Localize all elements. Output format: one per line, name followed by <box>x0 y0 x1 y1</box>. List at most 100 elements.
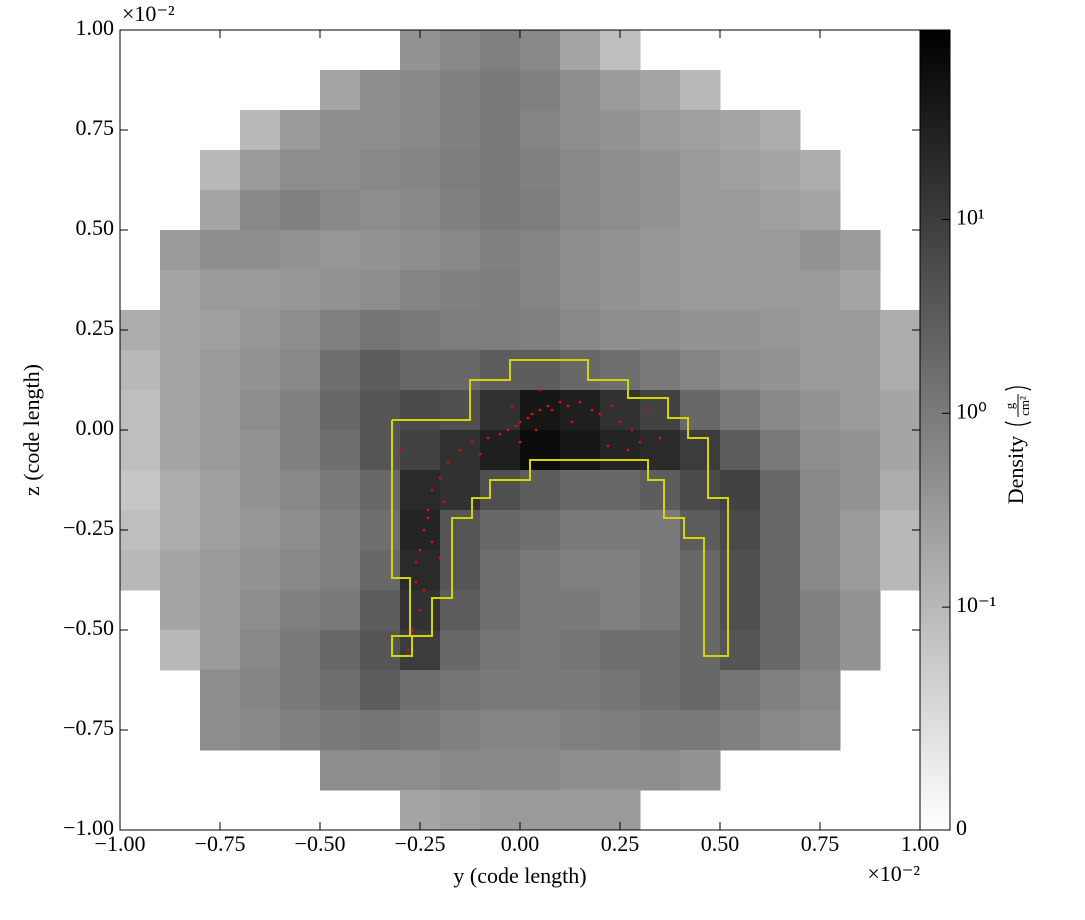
heatmap-cell <box>440 150 481 191</box>
y-axis-label: z (code length) <box>19 364 44 496</box>
heatmap-cell <box>840 590 881 631</box>
heatmap-cell <box>720 110 761 151</box>
particle <box>646 408 650 412</box>
heatmap-cell <box>440 30 481 71</box>
heatmap-cell <box>840 350 881 391</box>
heatmap-cell <box>520 310 561 351</box>
contour <box>391 359 729 657</box>
heatmap-cell <box>240 670 281 711</box>
heatmap-cell <box>680 190 721 231</box>
particle <box>514 424 518 428</box>
x-tick-label: 0.75 <box>801 831 840 856</box>
heatmap-cell <box>640 630 681 671</box>
heatmap-cell <box>200 550 241 591</box>
particle <box>506 428 510 432</box>
heatmap-cell <box>800 310 841 351</box>
heatmap-cell <box>680 270 721 311</box>
heatmap-cell <box>520 350 561 391</box>
particle <box>422 588 426 592</box>
heatmap <box>120 30 921 831</box>
y-tick-label: −0.50 <box>63 615 114 640</box>
heatmap-cell <box>520 710 561 751</box>
heatmap-cell <box>400 390 441 431</box>
heatmap-cell <box>360 750 401 791</box>
heatmap-cell <box>200 590 241 631</box>
particle <box>658 436 662 440</box>
heatmap-cell <box>800 670 841 711</box>
x-tick-label: 0.00 <box>501 831 540 856</box>
heatmap-cell <box>480 550 521 591</box>
particle <box>438 556 442 560</box>
heatmap-cell <box>760 590 801 631</box>
particle <box>558 400 562 404</box>
heatmap-cell <box>360 470 401 511</box>
heatmap-cell <box>200 150 241 191</box>
heatmap-cell <box>240 470 281 511</box>
heatmap-cell <box>160 430 201 471</box>
heatmap-cell <box>800 190 841 231</box>
heatmap-cell <box>320 390 361 431</box>
heatmap-cell <box>240 350 281 391</box>
heatmap-cell <box>680 110 721 151</box>
heatmap-cell <box>400 110 441 151</box>
heatmap-cell <box>560 470 601 511</box>
heatmap-cell <box>440 350 481 391</box>
x-tick-label: −1.00 <box>95 831 146 856</box>
heatmap-cell <box>600 150 641 191</box>
particle <box>630 428 634 432</box>
heatmap-cell <box>400 750 441 791</box>
heatmap-cell <box>280 150 321 191</box>
heatmap-cell <box>400 310 441 351</box>
particle <box>418 608 422 612</box>
y-tick-label: 1.00 <box>76 15 115 40</box>
heatmap-cell <box>600 550 641 591</box>
heatmap-cell <box>840 550 881 591</box>
heatmap-cell <box>640 70 681 111</box>
y-offset-label: ×10⁻² <box>122 1 175 26</box>
heatmap-cell <box>680 70 721 111</box>
heatmap-cell <box>440 230 481 271</box>
heatmap-cell <box>360 550 401 591</box>
particle <box>426 516 430 520</box>
heatmap-cell <box>520 790 561 831</box>
heatmap-cell <box>800 630 841 671</box>
heatmap-cell <box>760 430 801 471</box>
heatmap-cell <box>280 630 321 671</box>
heatmap-cell <box>440 550 481 591</box>
heatmap-cell <box>480 510 521 551</box>
heatmap-cell <box>680 430 721 471</box>
heatmap-cell <box>600 590 641 631</box>
y-tick-label: 0.50 <box>76 215 115 240</box>
y-tick-label: 0.00 <box>76 415 115 440</box>
heatmap-cell <box>680 710 721 751</box>
particle <box>570 420 574 424</box>
heatmap-cell <box>280 270 321 311</box>
heatmap-cell <box>760 270 801 311</box>
heatmap-cell <box>760 710 801 751</box>
heatmap-cell <box>320 110 361 151</box>
heatmap-cell <box>480 30 521 71</box>
heatmap-cell <box>800 590 841 631</box>
colorbar-tick-label: 10¹ <box>956 205 985 230</box>
particle <box>398 448 402 452</box>
particle <box>418 548 422 552</box>
particle <box>598 412 602 416</box>
heatmap-cell <box>200 310 241 351</box>
heatmap-cell <box>200 390 241 431</box>
heatmap-cell <box>280 510 321 551</box>
heatmap-cell <box>440 190 481 231</box>
colorbar-unit-numerator: g <box>1002 402 1017 409</box>
x-tick-label: 0.25 <box>601 831 640 856</box>
heatmap-cell <box>360 350 401 391</box>
heatmap-cell <box>200 230 241 271</box>
heatmap-cell <box>240 190 281 231</box>
heatmap-cell <box>320 190 361 231</box>
heatmap-cell <box>680 670 721 711</box>
heatmap-cell <box>280 230 321 271</box>
heatmap-cell <box>480 190 521 231</box>
heatmap-cell <box>840 390 881 431</box>
colorbar-label-group: Density g cm² <box>1002 386 1032 504</box>
heatmap-cell <box>800 430 841 471</box>
heatmap-cell <box>760 350 801 391</box>
heatmap-cell <box>720 590 761 631</box>
